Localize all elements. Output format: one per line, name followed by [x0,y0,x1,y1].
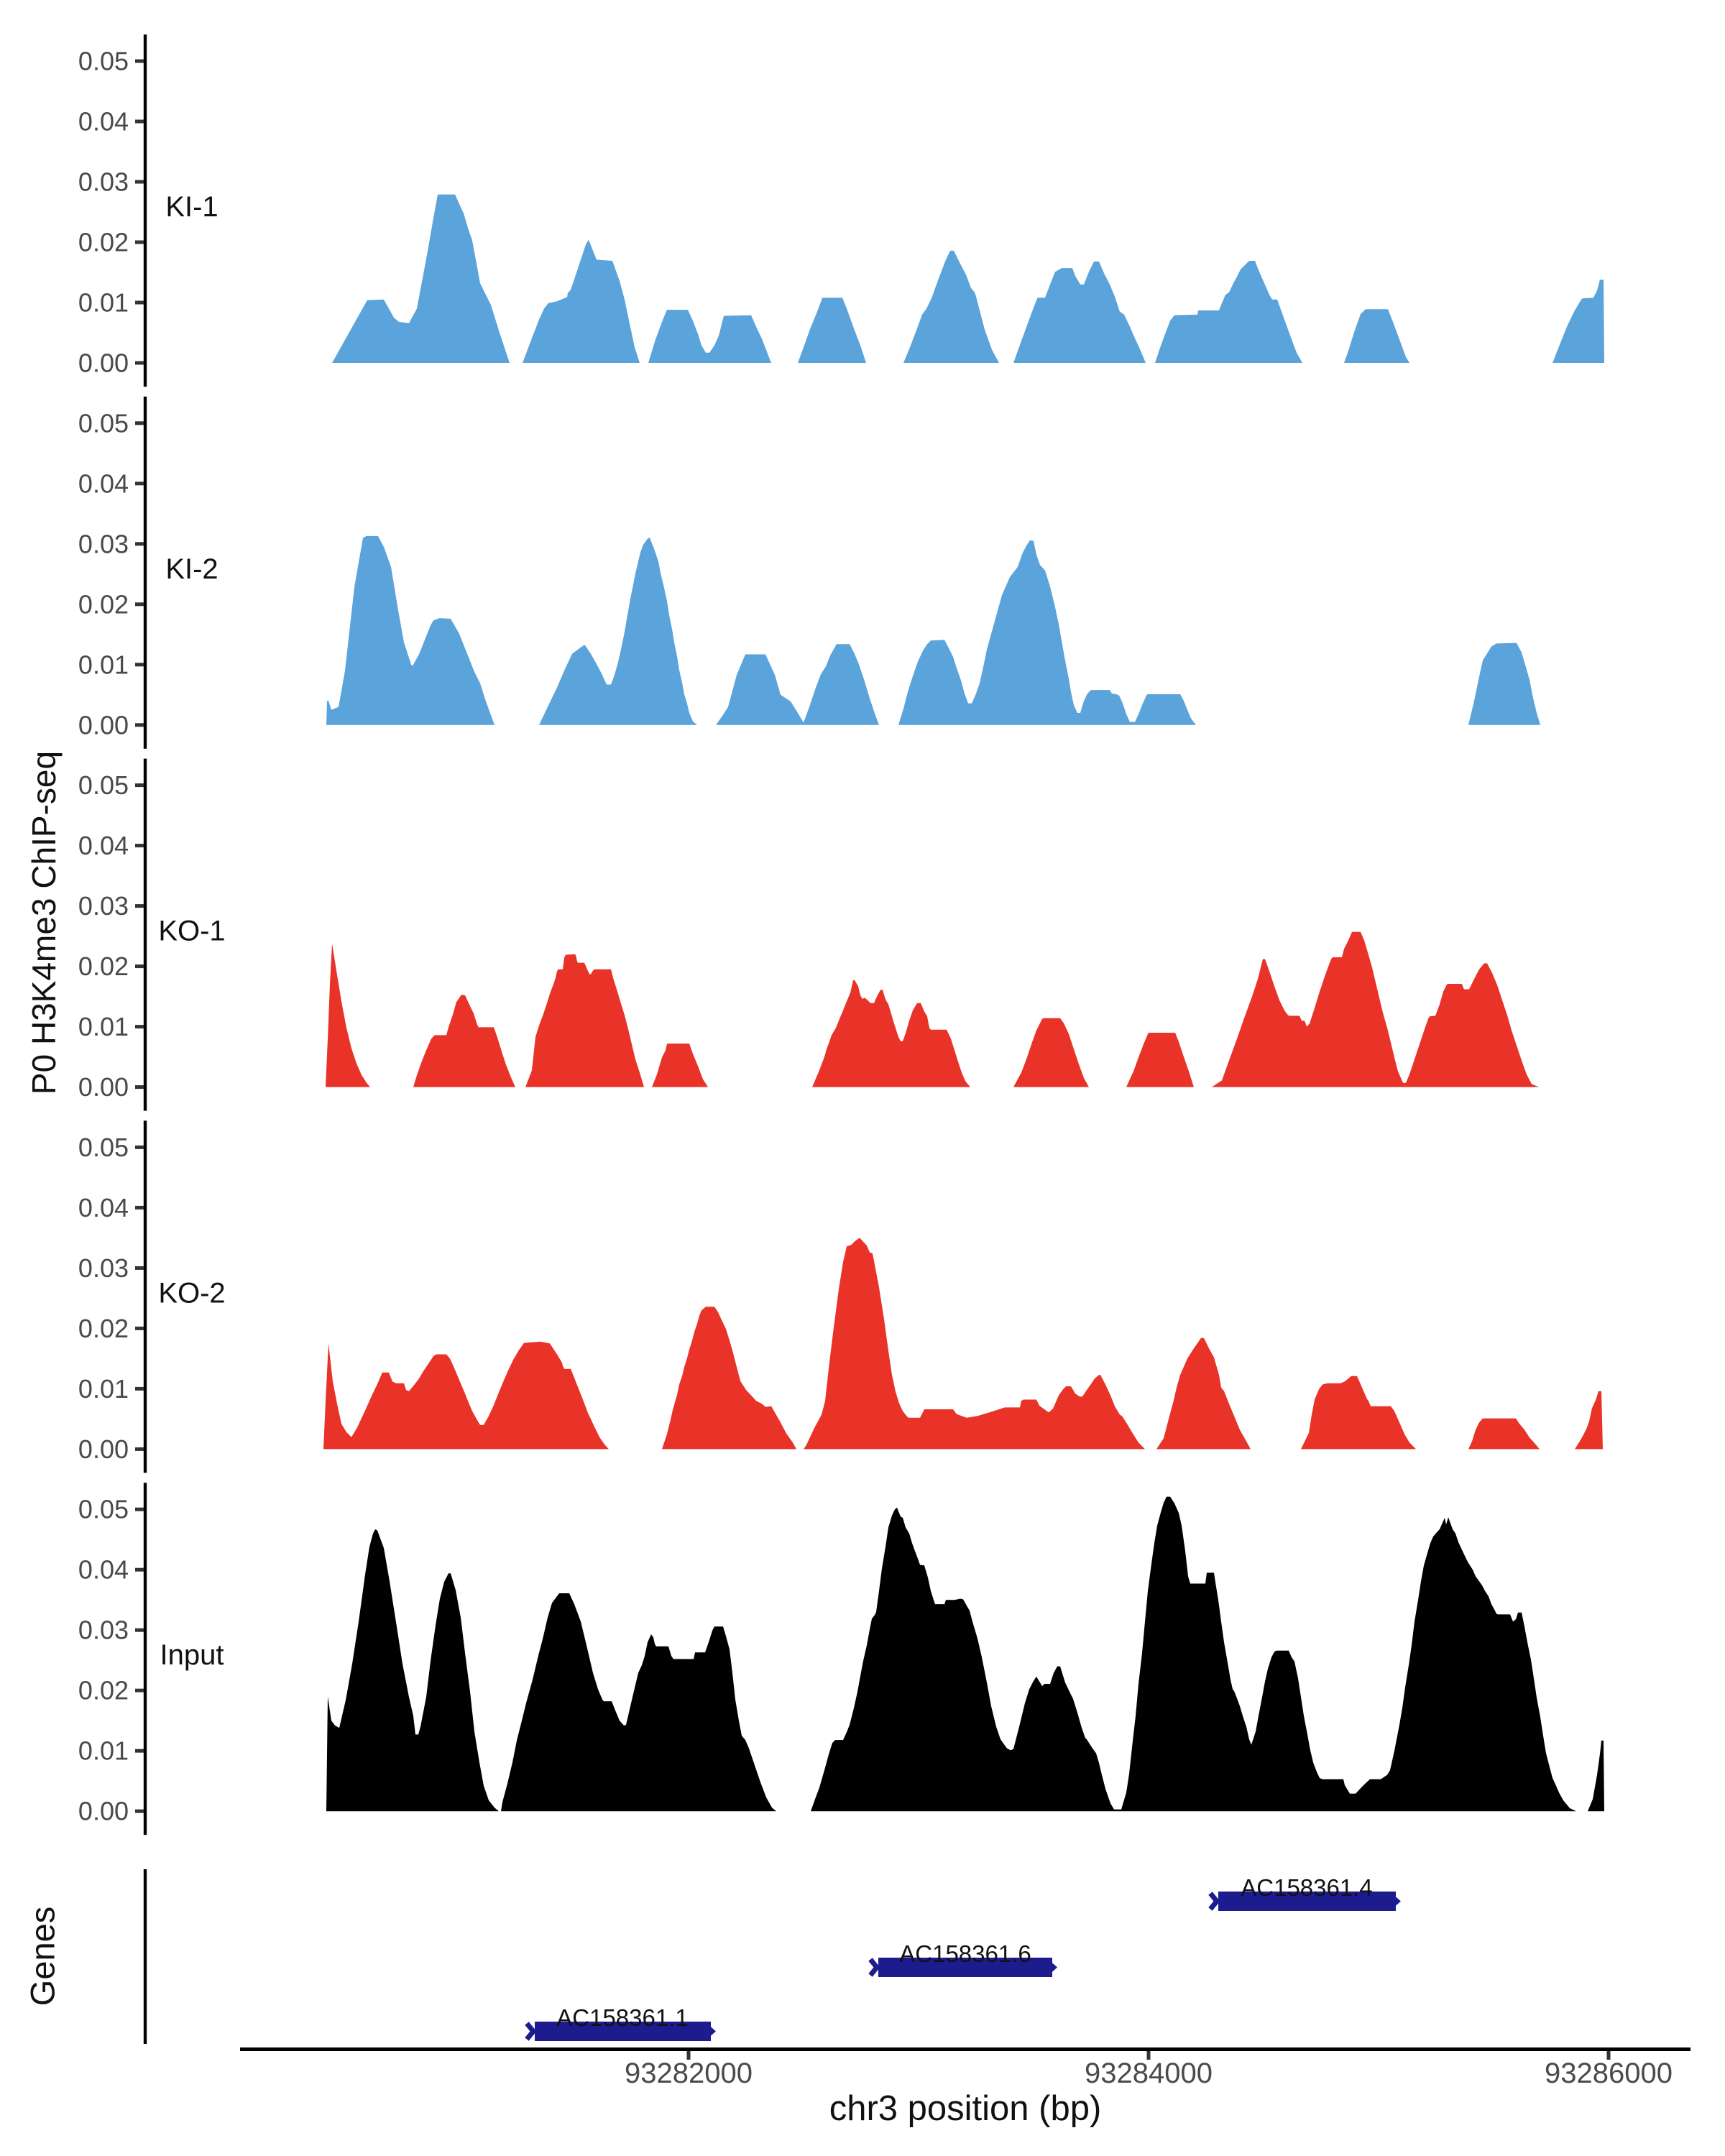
svg-text:0.01: 0.01 [78,1736,129,1766]
svg-text:93284000: 93284000 [1085,2058,1213,2089]
svg-text:0.03: 0.03 [78,1253,129,1283]
svg-text:0.00: 0.00 [78,710,129,740]
svg-text:93282000: 93282000 [625,2058,753,2089]
svg-text:0.00: 0.00 [78,1072,129,1102]
svg-text:0.02: 0.02 [78,228,129,257]
svg-text:AC158361.4: AC158361.4 [1241,1874,1372,1901]
svg-text:0.03: 0.03 [78,167,129,197]
svg-text:KO-2: KO-2 [158,1277,225,1309]
svg-text:0.00: 0.00 [78,1434,129,1464]
svg-text:0.05: 0.05 [78,47,129,76]
svg-text:0.05: 0.05 [78,770,129,800]
svg-text:0.03: 0.03 [78,529,129,558]
svg-text:chr3 position (bp): chr3 position (bp) [829,2089,1102,2128]
svg-text:0.00: 0.00 [78,349,129,378]
svg-text:0.04: 0.04 [78,469,129,498]
svg-text:0.04: 0.04 [78,831,129,860]
svg-text:KI-2: KI-2 [165,553,218,585]
svg-text:0.03: 0.03 [78,891,129,921]
svg-text:0.05: 0.05 [78,1495,129,1524]
svg-text:AC158361.1: AC158361.1 [556,2004,688,2031]
svg-text:0.02: 0.02 [78,589,129,619]
svg-text:0.05: 0.05 [78,1133,129,1162]
svg-text:0.03: 0.03 [78,1616,129,1645]
svg-text:0.02: 0.02 [78,1314,129,1343]
svg-text:0.02: 0.02 [78,952,129,981]
svg-text:0.02: 0.02 [78,1676,129,1705]
svg-text:0.04: 0.04 [78,1193,129,1222]
svg-text:P0 H3K4me3 ChIP-seq: P0 H3K4me3 ChIP-seq [25,751,63,1095]
svg-text:0.00: 0.00 [78,1797,129,1826]
svg-text:0.01: 0.01 [78,1012,129,1041]
svg-text:0.01: 0.01 [78,1374,129,1404]
svg-text:0.05: 0.05 [78,408,129,438]
svg-text:93286000: 93286000 [1545,2058,1673,2089]
svg-text:0.01: 0.01 [78,288,129,318]
svg-text:AC158361.6: AC158361.6 [899,1940,1031,1967]
svg-text:0.01: 0.01 [78,650,129,679]
svg-text:KI-1: KI-1 [165,191,218,223]
svg-text:KO-1: KO-1 [158,916,225,947]
svg-text:0.04: 0.04 [78,1555,129,1585]
svg-text:Input: Input [160,1639,224,1671]
svg-text:0.04: 0.04 [78,107,129,137]
svg-text:Genes: Genes [24,1907,62,2006]
